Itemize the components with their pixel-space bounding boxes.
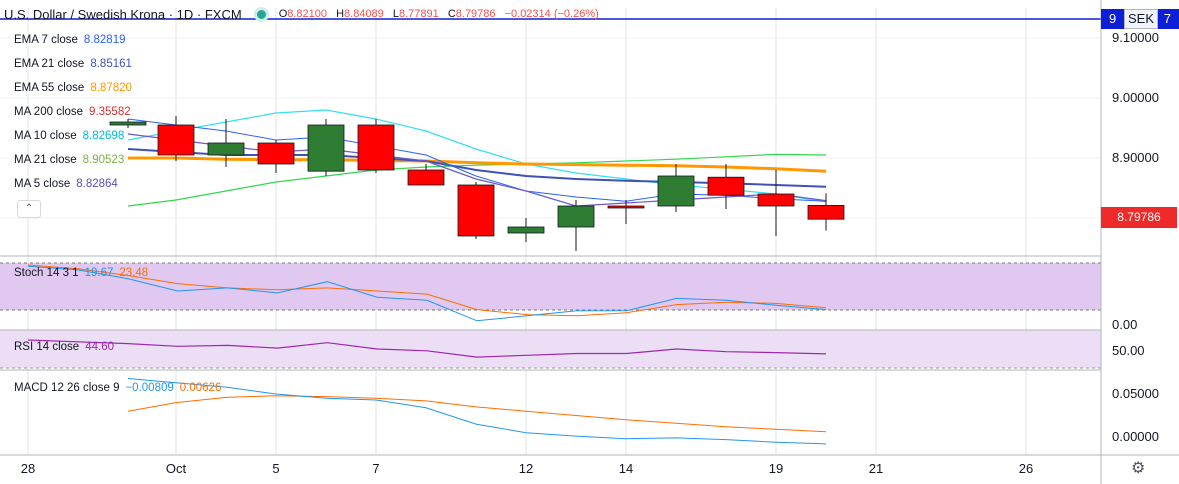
- symbol-title[interactable]: U.S. Dollar / Swedish Krona · 1D · FXCM: [4, 6, 242, 22]
- currency-button[interactable]: SEK: [1124, 9, 1158, 29]
- candle-body-8: [507, 226, 545, 234]
- macd-legend[interactable]: MACD 12 26 close 9 −0.00809 0.00626: [14, 382, 222, 394]
- macd-signal-value: 0.00626: [179, 382, 222, 394]
- legend-ma5[interactable]: MA 5 close 8.82864: [14, 178, 118, 190]
- high-label: H: [336, 8, 345, 20]
- line-ma21: [127, 153, 827, 207]
- candle-body-9: [557, 205, 595, 228]
- legend-ma5-value: 8.82864: [76, 178, 118, 190]
- legend-ma200-value: 9.35582: [89, 106, 131, 118]
- time-tick-3: 7: [372, 461, 379, 476]
- stoch-band-fill: [0, 263, 1101, 310]
- open-label: O: [278, 8, 288, 20]
- chevron-up-icon[interactable]: ⌃: [17, 200, 41, 218]
- candle-body-5: [357, 124, 395, 171]
- stoch-axis-tick: 0.00: [1112, 317, 1137, 332]
- time-tick-8: 26: [1019, 461, 1033, 476]
- stoch-k-line: [27, 265, 827, 322]
- stoch-d-line: [27, 264, 827, 317]
- line-ema55: [128, 156, 827, 173]
- time-tick-6: 19: [769, 461, 783, 476]
- close-label: C: [447, 8, 456, 20]
- time-tick-0: 28: [21, 461, 35, 476]
- candle-body-10: [607, 205, 645, 209]
- change-value: −0.02314 (−0.26%): [504, 8, 599, 20]
- candle-body-2: [207, 142, 245, 156]
- candle-body-1: [157, 124, 195, 156]
- legend-ma21[interactable]: MA 21 close 8.90523: [14, 154, 125, 166]
- rsi-band-fill: [0, 330, 1101, 368]
- time-axis[interactable]: 28 Oct 5 7 12 14 19 21 26: [21, 461, 1033, 476]
- candle-body-7: [457, 184, 495, 237]
- stoch-legend[interactable]: Stoch 14 3 1 19.67 23.48: [14, 267, 149, 279]
- price-tick-1: 9.00000: [1112, 90, 1159, 105]
- time-tick-1: Oct: [166, 461, 187, 476]
- macd-value: −0.00809: [125, 382, 174, 394]
- candles: [109, 116, 845, 251]
- low-value: 8.77891: [398, 8, 439, 20]
- indicator-lines: [27, 264, 827, 445]
- ma-lines: [0, 18, 1101, 207]
- legend-ema55[interactable]: EMA 55 close 8.87820: [14, 82, 132, 94]
- stoch-d-value: 23.48: [119, 267, 149, 279]
- legend-ema55-value: 8.87820: [90, 82, 132, 94]
- chart-header: U.S. Dollar / Swedish Krona · 1D · FXCM …: [4, 5, 599, 23]
- candle-body-4: [307, 124, 345, 172]
- legend-ema7[interactable]: EMA 7 close 8.82819: [14, 34, 126, 46]
- macd-axis-tick-0: 0.05000: [1112, 386, 1159, 401]
- close-value: 8.79786: [455, 8, 496, 20]
- time-tick-2: 5: [272, 461, 279, 476]
- high-value: 8.84089: [344, 8, 384, 20]
- legend-ma200[interactable]: MA 200 close 9.35582: [14, 106, 131, 118]
- candle-body-12: [707, 176, 745, 196]
- time-tick-4: 12: [519, 461, 533, 476]
- price-tick-2: 8.90000: [1112, 150, 1159, 165]
- legend-ma10[interactable]: MA 10 close 8.82698: [14, 130, 125, 142]
- market-status-icon: [253, 6, 269, 22]
- candle-body-13: [757, 193, 795, 207]
- stoch-band: [0, 262, 1101, 311]
- macd-axis-tick-1: 0.00000: [1112, 429, 1159, 444]
- legend-ma10-value: 8.82698: [82, 130, 125, 142]
- candle-body-14: [807, 204, 845, 220]
- rsi-value: 44.60: [85, 341, 114, 353]
- legend-ema21[interactable]: EMA 21 close 8.85161: [14, 58, 132, 70]
- rsi-legend[interactable]: RSI 14 close 44.60: [14, 341, 114, 353]
- rsi-band: [0, 329, 1101, 369]
- rsi-line: [27, 339, 827, 358]
- gear-icon[interactable]: ⚙: [1131, 460, 1146, 477]
- candle-body-6: [407, 169, 445, 186]
- candle-body-11: [657, 175, 695, 207]
- time-tick-5: 14: [619, 461, 633, 476]
- time-tick-7: 21: [869, 461, 883, 476]
- price-axis[interactable]: 9.10000 9.00000 8.90000 0.00 50.00 0.05000 0.0…: [1112, 30, 1159, 444]
- legend-ema7-value: 8.82819: [83, 34, 126, 46]
- legend-ema21-value: 8.85161: [90, 58, 132, 70]
- ohlc-readout: O8.82100 H8.84089 L8.77891 C8.79786 −0.0…: [279, 8, 599, 20]
- stoch-k-value: 19.67: [84, 267, 114, 279]
- low-label: L: [392, 8, 399, 20]
- macd-line: [127, 378, 827, 445]
- macd-signal-line: [127, 395, 827, 433]
- rsi-axis-tick: 50.00: [1112, 343, 1145, 358]
- legend-ma21-value: 8.90523: [82, 154, 125, 166]
- last-price-tag: 8.79786: [1101, 207, 1177, 228]
- candle-body-3: [257, 142, 295, 165]
- price-tick-0: 9.10000: [1112, 30, 1159, 45]
- candle-body-0: [109, 121, 147, 126]
- open-value: 8.82100: [287, 8, 328, 20]
